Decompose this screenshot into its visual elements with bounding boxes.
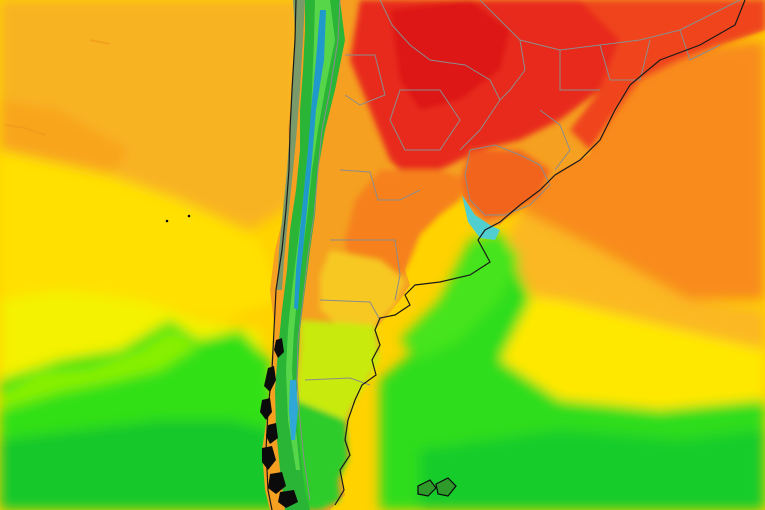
coastlines xyxy=(265,0,746,510)
border-provinces-6 xyxy=(344,54,386,106)
border-bolivia-paraguay xyxy=(379,0,501,151)
border-brazil-uruguay xyxy=(539,109,571,171)
archipelago-island xyxy=(268,472,286,494)
warm-zone-northwest-core xyxy=(0,100,130,175)
border-provinces-5 xyxy=(389,89,461,151)
falkland-east xyxy=(435,477,457,497)
yellow-zone-west xyxy=(0,150,280,330)
border-provinces-3 xyxy=(319,299,381,321)
border-paraguay xyxy=(479,0,526,101)
border-uruguay xyxy=(464,144,551,216)
archipelago-island xyxy=(262,446,276,470)
pacific-island xyxy=(165,219,169,223)
coastline-pacific xyxy=(265,0,297,510)
ocean-wisps xyxy=(4,39,111,136)
political-borders xyxy=(296,0,741,501)
lightgreen-edge-southwest xyxy=(0,330,200,410)
river-plate-estuary xyxy=(462,195,500,240)
hot-zone-core xyxy=(390,0,510,110)
darkgreen-zone-southeast xyxy=(420,430,765,510)
falkland-islands xyxy=(417,477,457,497)
andes-snow-blue-south xyxy=(289,380,298,440)
ocean-wisp xyxy=(89,39,111,45)
andes-snow-blue xyxy=(294,10,326,310)
archipelago-island xyxy=(266,423,278,444)
archipelago-island xyxy=(274,338,284,358)
chile-coast-strip xyxy=(277,0,305,290)
archipelago-island xyxy=(278,490,298,508)
mild-zone-patagonia-north xyxy=(320,250,405,330)
warm-zone-northwest xyxy=(0,0,300,230)
darkgreen-zone-southwest xyxy=(0,420,280,510)
warm-zone-uruguay xyxy=(462,150,550,220)
ocean-wisp xyxy=(4,124,46,136)
pacific-island xyxy=(187,214,191,218)
land-south-america xyxy=(262,0,765,510)
border-provinces-4 xyxy=(304,377,371,386)
warm-zone-atlantic-mid xyxy=(500,210,765,360)
green-tongue-patagonian-shelf xyxy=(400,232,520,360)
border-provinces-2 xyxy=(330,239,401,301)
falkland-west xyxy=(417,479,437,497)
archipelago-island xyxy=(260,398,272,420)
archipelago-island xyxy=(264,366,276,392)
hot-zone-brazil-south xyxy=(570,0,765,150)
border-provinces-1 xyxy=(339,169,421,201)
border-brazil-states xyxy=(559,29,721,91)
chile-archipelago xyxy=(260,338,298,508)
coastline-atlantic xyxy=(334,0,746,506)
yellow-zone-atlantic-south xyxy=(470,290,765,420)
border-argentina-chile xyxy=(296,0,341,501)
